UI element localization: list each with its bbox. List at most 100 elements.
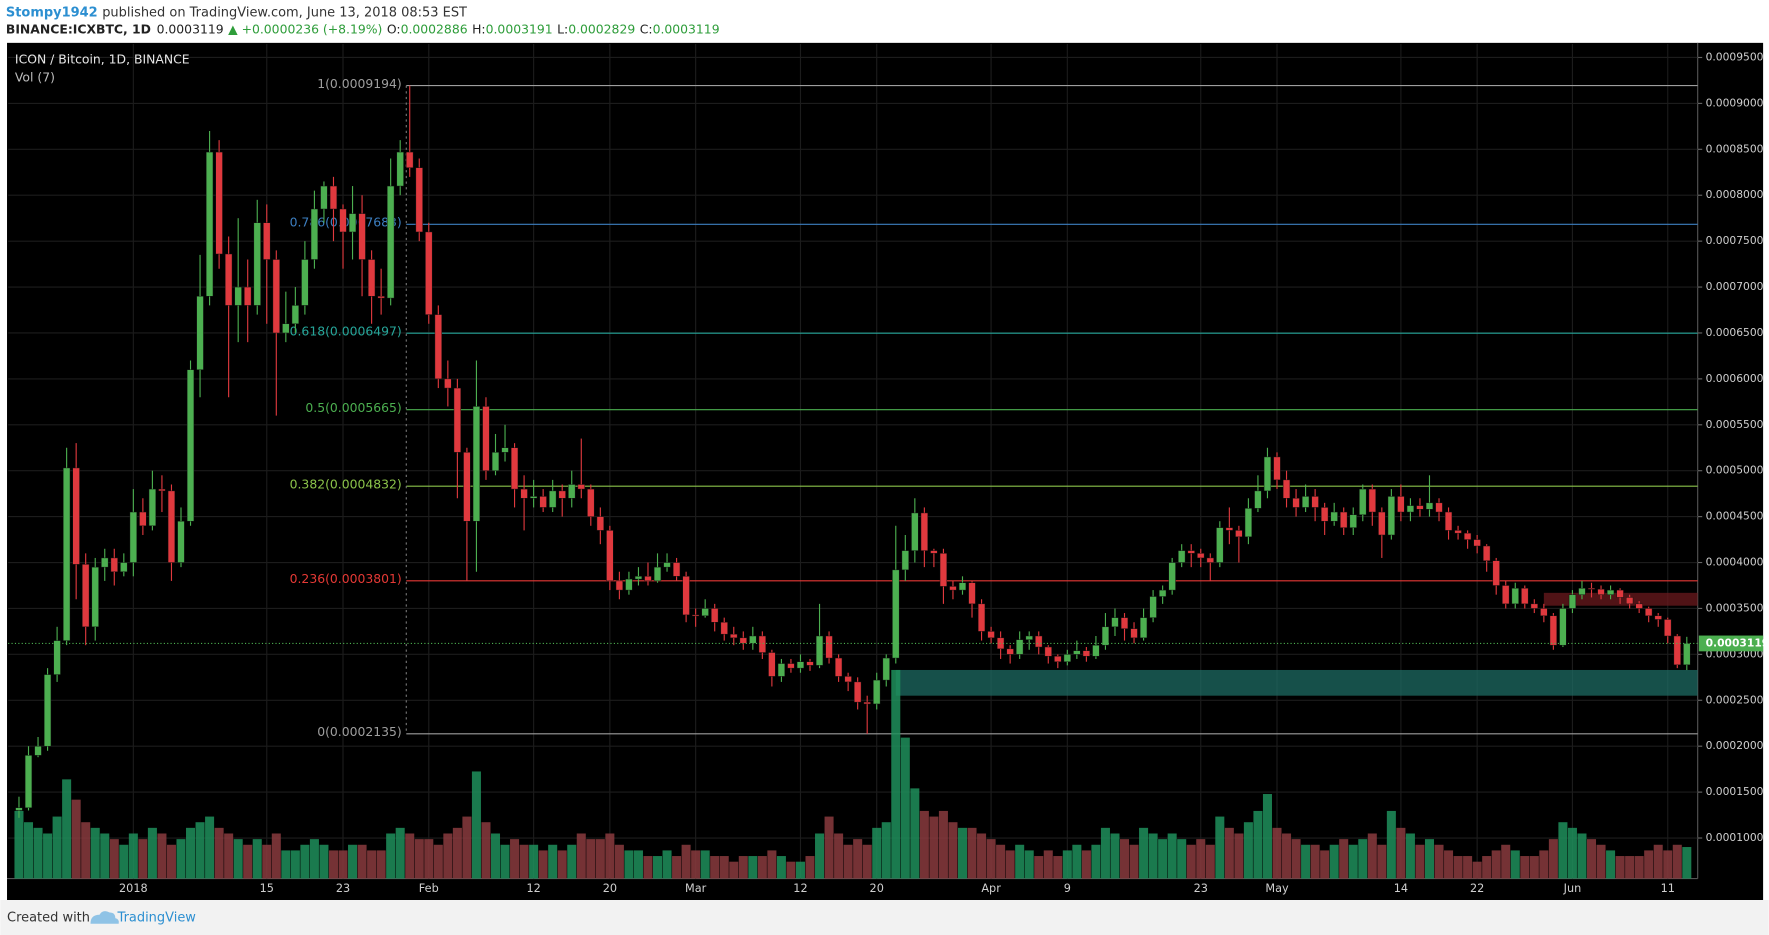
candle-body: [692, 614, 700, 617]
volume-bar: [43, 833, 53, 879]
candle-body: [844, 676, 852, 683]
volume-bar: [33, 827, 43, 879]
volume-bar: [1463, 856, 1473, 879]
candle-body: [815, 635, 824, 666]
candle-body: [1645, 608, 1653, 617]
candle-body: [672, 562, 681, 577]
candle-body: [406, 151, 414, 168]
volume-bar: [1139, 827, 1149, 879]
volume-bar: [1548, 839, 1558, 879]
candle-body: [434, 314, 442, 380]
volume-bar: [1005, 850, 1015, 879]
candle-body: [1073, 650, 1081, 655]
candle-body: [1101, 626, 1110, 646]
volume-bar: [1348, 844, 1358, 879]
volume-bar: [1491, 850, 1501, 879]
y-tick-label: 0.0002000: [1706, 739, 1764, 752]
candle-body: [415, 167, 423, 233]
candle-body: [444, 378, 452, 389]
volume-bar: [1501, 844, 1511, 879]
candle-body: [491, 452, 500, 471]
volume-bar: [786, 861, 796, 879]
volume-bar: [500, 844, 510, 879]
candle-body: [1454, 530, 1462, 534]
volume-bar: [795, 861, 805, 879]
candle-body: [120, 562, 128, 572]
fib-label: 0.5(0.0005665): [305, 400, 401, 415]
volume-bar: [633, 850, 643, 879]
candle-body: [1530, 603, 1538, 609]
candle-body: [310, 208, 319, 260]
volume-bar: [1215, 816, 1225, 879]
candle-body: [530, 496, 538, 499]
candle-body: [873, 679, 881, 705]
candle-body: [711, 608, 719, 623]
volume-bar: [1367, 833, 1377, 879]
volume-bar: [1472, 861, 1482, 879]
y-tick-label: 0.0005500: [1706, 418, 1764, 431]
footer-brand[interactable]: TradingView: [117, 911, 197, 926]
candle-body: [1035, 635, 1043, 648]
candle-body: [1549, 615, 1557, 646]
volume-bar: [1634, 856, 1644, 879]
volume-bar: [1177, 839, 1187, 879]
ohlc-label: O:: [387, 21, 401, 36]
volume-bar: [1158, 839, 1168, 879]
candle-body: [539, 496, 547, 508]
volume-bar: [1339, 839, 1349, 879]
axes: 0.0001000 0.0001500 0.0002000 0.0002500 0.00…: [8, 50, 1769, 895]
volume-bar: [176, 839, 186, 879]
symbol: BINANCE:ICXBTC, 1D: [6, 21, 151, 36]
volume-bar: [957, 827, 968, 879]
fib-label: 0.618(0.0006497): [290, 324, 402, 339]
volume-bar: [1072, 844, 1082, 879]
volume-bar: [81, 822, 91, 879]
low-value: 0.0002829: [568, 21, 635, 36]
candle-body: [549, 490, 557, 508]
candle-body: [1321, 507, 1329, 522]
volume-bar: [862, 844, 872, 879]
candle-body: [854, 681, 862, 703]
brand-icon: [90, 911, 119, 924]
volume-bar: [424, 839, 434, 879]
candle-body: [1340, 511, 1348, 528]
volume-bar: [767, 850, 777, 879]
ohlc-label: C:: [640, 21, 653, 36]
volume-bar: [1358, 839, 1368, 879]
volume-bar: [395, 827, 405, 879]
candle-body: [329, 185, 338, 210]
footer-created: Created with: [7, 911, 90, 926]
volume-bar: [1291, 839, 1301, 879]
candle-body: [101, 557, 109, 568]
volume-bar: [205, 816, 215, 879]
open-value: 0.0002886: [401, 21, 468, 36]
volume-bar: [681, 844, 691, 879]
volume-bar: [348, 844, 358, 879]
candle-body: [1664, 619, 1672, 637]
candle-body: [1578, 588, 1586, 595]
x-tick-label: 14: [1394, 882, 1408, 895]
candle-body: [834, 657, 843, 677]
volume-title: Vol (7): [15, 69, 55, 84]
x-tick-label: Mar: [685, 882, 707, 895]
candle-body: [882, 657, 890, 681]
candle-body: [1330, 511, 1338, 522]
volume-bar: [138, 839, 148, 879]
candle-body: [167, 490, 176, 563]
change: ▲ +0.0000236 (+8.19%): [228, 21, 382, 36]
y-tick-label: 0.0006000: [1706, 372, 1764, 385]
volume-bar: [1529, 856, 1539, 879]
candle-body: [34, 745, 42, 756]
candle-body: [510, 447, 519, 490]
volume-bar: [252, 839, 262, 879]
volume-bar: [1119, 839, 1130, 879]
candle-body: [1406, 505, 1415, 513]
volume-bar: [471, 771, 481, 879]
candle-body: [301, 259, 309, 306]
candle-body: [634, 576, 643, 580]
volume-bar: [1596, 844, 1606, 879]
volume-bar: [614, 844, 624, 879]
candle-body: [596, 516, 604, 531]
candle-body: [825, 635, 833, 659]
volume-bar: [1520, 856, 1530, 879]
